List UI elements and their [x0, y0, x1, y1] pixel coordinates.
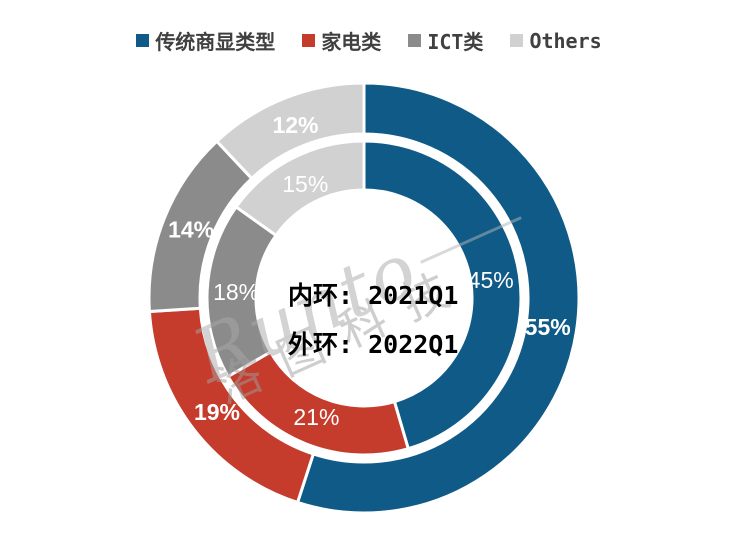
slice-label-outer-Others: 12%: [272, 112, 318, 138]
outer-ring-period-label: 外环: 2022Q1: [288, 330, 459, 359]
slice-label-outer-ICT类: 14%: [168, 217, 214, 243]
slice-label-outer-传统商显类型: 55%: [525, 314, 571, 340]
ring-period-annotation: 内环: 2021Q1 外环: 2022Q1: [288, 276, 458, 361]
legend-item-ict: ICT类: [408, 26, 483, 55]
slice-label-outer-家电类: 19%: [194, 399, 240, 425]
legend-swatch-red: [302, 34, 316, 47]
legend-label: 传统商显类型: [155, 30, 276, 54]
legend-swatch-gray: [408, 34, 422, 47]
legend: 传统商显类型 家电类 ICT类 Others: [0, 26, 738, 55]
inner-ring-period-label: 内环: 2021Q1: [288, 281, 459, 310]
legend-swatch-lightgray: [510, 34, 524, 47]
slice-label-inner-家电类: 21%: [293, 404, 339, 430]
slice-outer-Others: [214, 81, 366, 181]
slice-label-inner-传统商显类型: 45%: [468, 267, 514, 293]
slice-inner-Others: [234, 139, 366, 238]
legend-label: 家电类: [321, 30, 382, 54]
legend-item-traditional-commercial-display: 传统商显类型: [136, 26, 275, 55]
slice-label-inner-Others: 15%: [282, 171, 328, 197]
legend-item-others: Others: [510, 28, 602, 53]
legend-label: ICT类: [427, 30, 484, 54]
legend-item-home-appliance: 家电类: [302, 26, 381, 55]
slice-label-inner-ICT类: 18%: [213, 279, 259, 305]
legend-label: Others: [529, 28, 602, 53]
legend-swatch-blue: [136, 34, 150, 47]
